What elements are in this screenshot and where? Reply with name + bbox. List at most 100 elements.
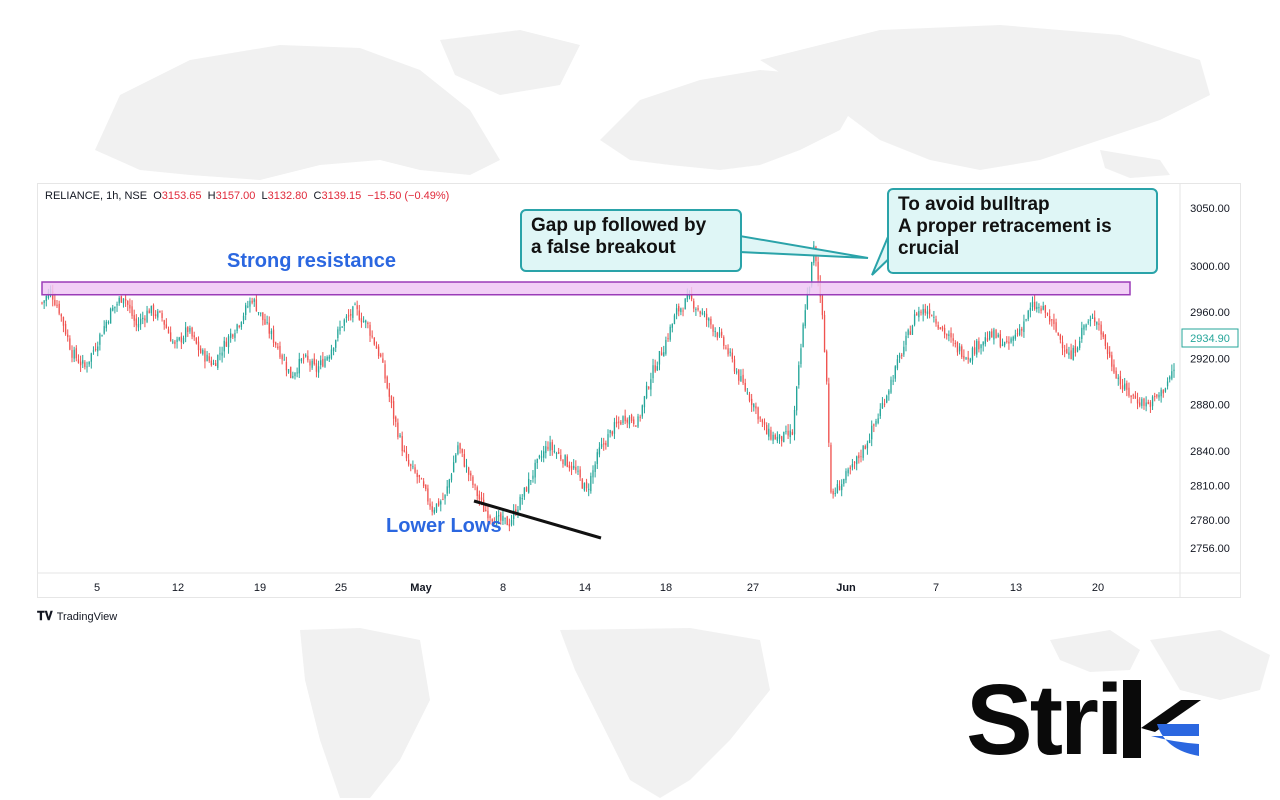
candle-body bbox=[1098, 323, 1100, 325]
legend-high-label: H bbox=[207, 190, 216, 202]
candle-body bbox=[596, 452, 598, 464]
candle-body bbox=[480, 497, 483, 500]
x-tick-label: 13 bbox=[1010, 582, 1022, 594]
candle-body bbox=[907, 329, 909, 335]
candle-body bbox=[928, 309, 931, 315]
candle-body bbox=[294, 372, 296, 377]
legend-symbol: RELIANCE, 1h, NSE bbox=[45, 190, 148, 202]
candle-body bbox=[1128, 387, 1130, 396]
candle-body bbox=[142, 317, 144, 320]
candle-body bbox=[502, 515, 504, 521]
candle-body bbox=[56, 304, 58, 307]
candle-body bbox=[1044, 305, 1047, 313]
candle-body bbox=[101, 335, 103, 337]
candle-body bbox=[712, 325, 714, 332]
callout-bulltrap-line-3: crucial bbox=[898, 238, 960, 259]
candle-body bbox=[500, 513, 502, 521]
candle-body bbox=[534, 462, 536, 478]
candle-body bbox=[232, 334, 234, 337]
candle-body bbox=[716, 332, 719, 338]
candle-body bbox=[984, 337, 986, 344]
candle-body bbox=[497, 515, 500, 517]
candle-body bbox=[1113, 364, 1115, 373]
candle-body bbox=[673, 315, 676, 325]
candle-body bbox=[725, 347, 727, 349]
candle-body bbox=[931, 315, 933, 317]
candle-body bbox=[772, 434, 774, 441]
candle-body bbox=[1027, 310, 1029, 320]
candle-body bbox=[922, 308, 924, 315]
candle-body bbox=[723, 337, 725, 346]
candle-body bbox=[148, 310, 150, 314]
candle-body bbox=[405, 451, 408, 459]
candle-body bbox=[260, 312, 262, 314]
candle-body bbox=[575, 467, 577, 471]
candle-body bbox=[309, 361, 311, 366]
candle-body bbox=[371, 335, 373, 337]
tradingview-logo[interactable]: 𝐓𝐕 TradingView bbox=[37, 609, 117, 624]
candle-body bbox=[817, 261, 819, 280]
candle-body bbox=[388, 388, 390, 397]
candle-body bbox=[780, 436, 783, 442]
candle-body bbox=[971, 348, 974, 361]
candle-body bbox=[877, 418, 879, 423]
candle-body bbox=[292, 375, 294, 378]
candle-body bbox=[618, 421, 620, 423]
candle-body bbox=[401, 436, 403, 452]
candle-body bbox=[678, 306, 680, 312]
candle-body bbox=[1104, 334, 1107, 346]
candle-body bbox=[199, 348, 202, 354]
candle-body bbox=[838, 486, 841, 491]
candle-body bbox=[519, 496, 521, 510]
candle-body bbox=[701, 312, 703, 314]
candle-body bbox=[624, 415, 626, 422]
candle-body bbox=[313, 358, 315, 365]
candle-body bbox=[99, 334, 101, 345]
candle-body bbox=[1059, 334, 1062, 340]
candle-body bbox=[360, 318, 363, 323]
candle-body bbox=[903, 346, 905, 355]
candle-body bbox=[88, 361, 90, 365]
candle-body bbox=[163, 320, 165, 325]
candle-body bbox=[450, 474, 453, 481]
candle-body bbox=[710, 318, 712, 325]
candle-body bbox=[746, 392, 749, 394]
candle-body bbox=[729, 351, 731, 353]
candle-body bbox=[275, 342, 277, 345]
candle-body bbox=[403, 450, 405, 452]
candle-body bbox=[650, 379, 652, 390]
candle-body bbox=[1132, 394, 1134, 396]
candle-body bbox=[1074, 346, 1077, 353]
candle-body bbox=[909, 331, 911, 335]
candle-body bbox=[778, 434, 781, 439]
candle-body bbox=[223, 340, 225, 352]
candle-body bbox=[510, 520, 513, 525]
candle-body bbox=[695, 309, 697, 311]
callout-bulltrap-line-2: A proper retracement is bbox=[898, 216, 1112, 237]
candle-body bbox=[358, 310, 360, 320]
candle-body bbox=[52, 291, 54, 300]
x-tick-label: Jun bbox=[836, 582, 856, 594]
candle-body bbox=[395, 416, 397, 422]
candle-body bbox=[230, 333, 232, 338]
candle-body bbox=[693, 301, 695, 309]
candle-body bbox=[941, 326, 944, 330]
candle-body bbox=[410, 464, 412, 466]
candle-body bbox=[1162, 390, 1164, 394]
candle-body bbox=[1018, 329, 1021, 335]
candle-body bbox=[253, 299, 255, 302]
candle-body bbox=[871, 425, 873, 440]
chart-legend: RELIANCE, 1h, NSE O3153.65 H3157.00 L313… bbox=[45, 190, 449, 202]
candle-body bbox=[122, 298, 125, 304]
candle-body bbox=[783, 431, 785, 442]
candle-body bbox=[1042, 305, 1044, 310]
candle-body bbox=[1066, 348, 1068, 354]
x-tick-label: May bbox=[410, 582, 432, 594]
candle-body bbox=[326, 357, 328, 360]
candle-body bbox=[592, 470, 594, 478]
candle-body bbox=[362, 320, 365, 323]
candle-body bbox=[191, 327, 193, 337]
candles-group bbox=[41, 241, 1175, 532]
candle-body bbox=[343, 319, 345, 326]
